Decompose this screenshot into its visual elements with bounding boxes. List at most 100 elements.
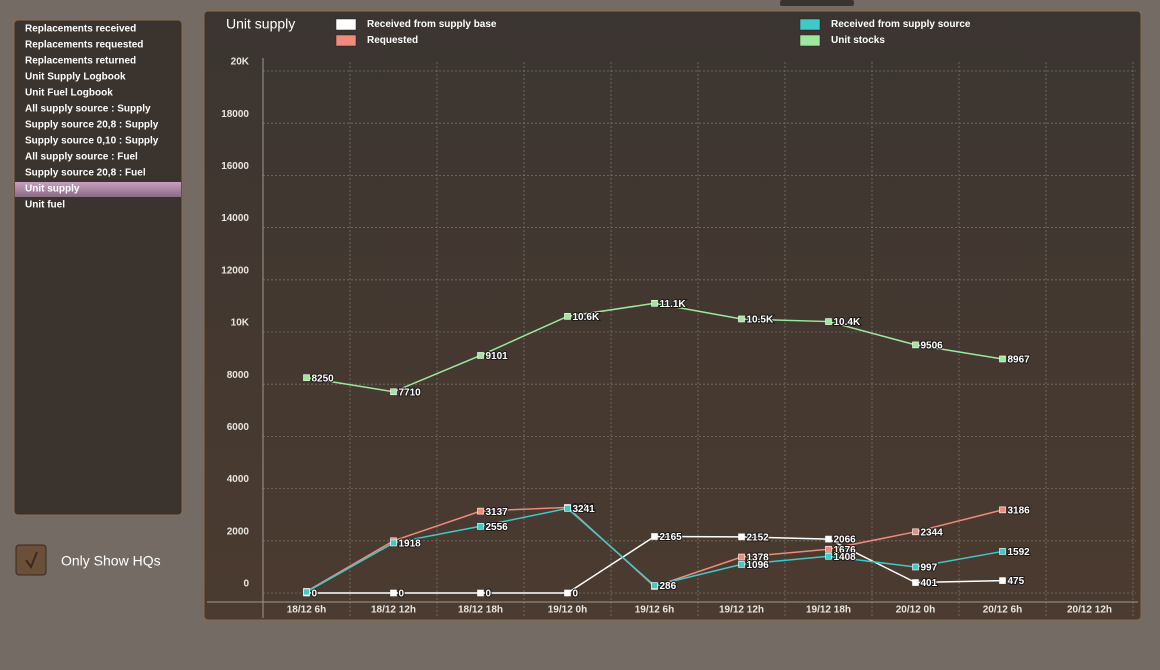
data-point (390, 539, 397, 547)
value-label: 2344 (921, 527, 944, 538)
data-point (390, 388, 397, 396)
menu-item[interactable]: Unit Supply Logbook (25, 72, 126, 83)
value-label: 1676 (834, 545, 857, 556)
data-point (477, 507, 484, 515)
y-tick-label: 18000 (221, 109, 249, 120)
checkbox-label[interactable]: Only Show HQs (61, 553, 161, 569)
data-point (564, 589, 571, 597)
menu-item[interactable]: Supply source 0,10 : Supply (25, 136, 159, 147)
value-label: 1918 (399, 539, 422, 550)
menu-item[interactable]: Replacements requested (25, 40, 143, 51)
data-point (912, 563, 919, 571)
legend-label: Received from supply base (367, 19, 497, 30)
data-point (738, 533, 745, 541)
value-label: 8967 (1008, 355, 1031, 366)
value-label: 2556 (486, 522, 509, 533)
legend-swatch (799, 18, 821, 31)
value-label: 2066 (834, 535, 857, 546)
x-tick-label: 19/12 18h (806, 605, 851, 616)
y-tick-label: 4000 (227, 474, 250, 485)
data-point (999, 506, 1006, 514)
x-tick-label: 18/12 12h (371, 605, 416, 616)
chart-title: Unit supply (226, 16, 295, 32)
data-point (477, 352, 484, 359)
value-label: 10.6K (573, 312, 600, 323)
chart-panel (203, 10, 1142, 621)
data-point (738, 553, 745, 561)
menu-item[interactable]: Unit supply (25, 184, 80, 195)
menu-item[interactable]: Replacements returned (25, 56, 136, 67)
value-label: 10.4K (834, 317, 861, 328)
value-label: 9101 (486, 351, 509, 362)
y-tick-label: 10K (231, 318, 250, 329)
value-label: 286 (660, 581, 677, 592)
data-point (912, 528, 919, 536)
value-label: 7710 (399, 387, 422, 398)
legend-swatch (799, 34, 821, 47)
menu-item[interactable]: Replacements received (25, 24, 136, 35)
x-tick-label: 19/12 12h (719, 605, 764, 616)
value-label: 3241 (573, 504, 596, 515)
data-point (564, 505, 571, 512)
legend-label: Received from supply source (831, 19, 971, 30)
data-point (651, 582, 658, 589)
menu-item[interactable]: Supply source 20,8 : Fuel (25, 168, 146, 179)
menu-item[interactable]: All supply source : Supply (25, 104, 151, 115)
menu-item[interactable]: All supply source : Fuel (25, 152, 138, 163)
data-point (912, 341, 919, 349)
check-mark (25, 551, 38, 570)
value-label: 9506 (921, 341, 944, 352)
y-tick-label: 20K (231, 57, 250, 68)
data-point (477, 522, 484, 530)
data-point (999, 355, 1006, 363)
value-label: 0 (573, 589, 579, 600)
value-label: 1096 (747, 560, 770, 571)
menu-panel (13, 19, 183, 516)
data-point (477, 589, 484, 597)
data-point (825, 545, 832, 553)
value-label: 1592 (1008, 547, 1031, 558)
data-point (999, 548, 1006, 555)
tab (780, 0, 854, 6)
data-point (912, 579, 919, 586)
x-tick-label: 20/12 0h (896, 605, 935, 616)
value-label: 11.1K (660, 299, 687, 310)
legend-label: Unit stocks (831, 35, 885, 46)
x-tick-label: 20/12 6h (983, 605, 1022, 616)
value-label: 475 (1008, 576, 1025, 587)
data-point (825, 535, 832, 543)
menu-item[interactable]: Supply source 20,8 : Supply (25, 120, 159, 131)
y-tick-label: 14000 (221, 213, 249, 224)
x-tick-label: 18/12 6h (287, 605, 326, 616)
value-label: 8250 (312, 373, 335, 384)
value-label: 1408 (834, 552, 857, 563)
data-point (303, 374, 310, 381)
y-tick-label: 2000 (227, 526, 250, 537)
x-tick-label: 19/12 6h (635, 605, 674, 616)
menu-item[interactable]: Unit fuel (25, 200, 65, 211)
data-point (825, 318, 832, 325)
value-label: 3186 (1008, 505, 1031, 516)
checkbox[interactable] (15, 544, 47, 576)
legend-swatch (335, 34, 357, 47)
data-point (651, 299, 658, 307)
data-point (999, 577, 1006, 584)
value-label: 10.5K (747, 315, 774, 326)
value-label: 401 (921, 578, 938, 589)
data-point (738, 315, 745, 323)
data-point (564, 313, 571, 320)
y-tick-label: 6000 (227, 422, 250, 433)
menu-item[interactable]: Unit Fuel Logbook (25, 88, 113, 99)
y-tick-label: 8000 (227, 370, 250, 381)
menu-highlight (15, 182, 181, 197)
data-point (390, 589, 397, 597)
chart: 0 2000 4000 6000 8000 10K 12000 14000 16000 18000… (207, 18, 1138, 618)
value-label: 1378 (747, 553, 770, 564)
data-point (738, 561, 745, 568)
value-label: 997 (921, 563, 938, 574)
data-point (651, 533, 658, 540)
value-label: 3137 (486, 507, 509, 518)
value-label: 2165 (660, 532, 683, 543)
data-point (825, 552, 832, 560)
